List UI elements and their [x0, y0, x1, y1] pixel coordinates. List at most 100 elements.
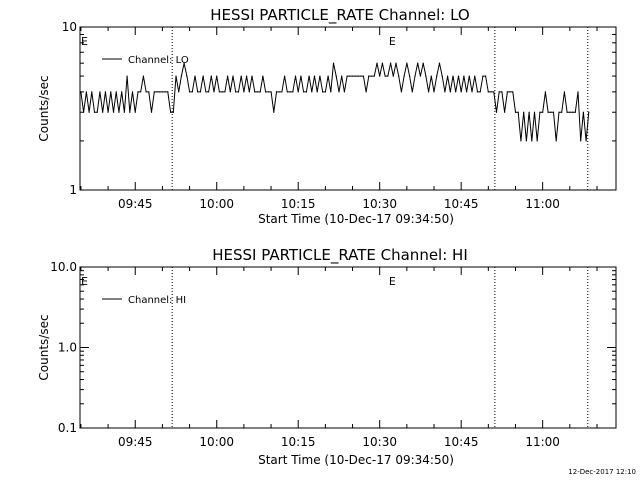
panel-1-data-point — [533, 111, 536, 113]
panel-1-data-point — [539, 111, 541, 113]
panel-1-data-point — [517, 111, 519, 113]
panel-1-data-point — [292, 91, 294, 93]
panel-1-data-point — [335, 75, 337, 77]
panel-2-y-tick-label: 0.1 — [58, 421, 77, 435]
panel-1-data-point — [384, 75, 386, 77]
panel-2-title: HESSI PARTICLE_RATE Channel: HI — [212, 246, 468, 265]
panel-1-data-point — [180, 75, 183, 77]
panel-1-data-point — [251, 75, 253, 77]
panel-1-data-point — [389, 62, 392, 64]
panel-1-data-point — [506, 91, 508, 93]
panel-2-legend-label: Channel: HI — [128, 295, 186, 306]
panel-1-data-point — [316, 91, 318, 93]
panel-1-data-point — [360, 75, 362, 77]
panel-1-data-point — [411, 91, 413, 93]
panel-1-data-point — [178, 91, 180, 93]
panel-1-data-point — [346, 75, 348, 77]
panel-1-data-point — [444, 91, 446, 93]
panel-2-y-axis-label: Counts/sec — [37, 314, 51, 380]
panel-1-data-point — [463, 75, 465, 77]
panel-1-data-point — [569, 111, 571, 113]
panel-1-plot-frame — [79, 26, 617, 191]
panel-1-data-point — [303, 91, 305, 93]
panel-1-data-point — [270, 91, 272, 93]
panel-1-data-point — [229, 91, 231, 93]
panel-1-data-point — [216, 75, 218, 77]
panel-1-data-point — [455, 91, 457, 93]
panel-2-x-tick-label: 11:00 — [525, 435, 560, 449]
panel-1-y-tick-label: 1 — [69, 183, 77, 197]
panel-1-data-point — [351, 75, 354, 77]
panel-1-data-point — [126, 75, 128, 77]
panel-1-data-point — [131, 91, 134, 93]
panel-1-data-point — [512, 91, 514, 93]
panel-1-data-point — [514, 111, 517, 113]
panel-1-data-point — [83, 111, 85, 113]
panel-1-data-point — [199, 91, 202, 93]
panel-1-data-point — [471, 91, 473, 93]
panel-1-data-point — [248, 91, 250, 93]
panel-1-data-point — [574, 111, 576, 113]
panel-1-data-point — [129, 111, 131, 113]
panel-1-data-point — [368, 75, 370, 77]
panel-1-data-point — [284, 75, 286, 77]
panel-1-data-point — [311, 91, 313, 93]
panel-1-data-point — [156, 91, 158, 93]
panel-1-data-point — [235, 91, 237, 93]
panel-1-data-point — [482, 75, 484, 77]
panel-1-data-point — [447, 75, 449, 77]
panel-1-data-point — [305, 91, 307, 93]
panel-1-data-point — [107, 111, 109, 113]
panel-2-plot-frame — [79, 266, 617, 429]
panel-1-x-axis-label: Start Time (10-Dec-17 09:34:50) — [258, 212, 454, 226]
panel-1-data-point — [150, 111, 153, 113]
panel-1-data-point — [395, 62, 397, 64]
panel-1-data-point — [188, 91, 191, 93]
panel-1-data-point — [226, 75, 229, 77]
panel-1-data-point — [408, 75, 411, 77]
panel-1-data-point — [400, 91, 403, 93]
panel-1-data-point — [365, 91, 367, 93]
panel-1-data-point — [167, 91, 169, 93]
panel-1-data-point — [379, 75, 381, 77]
panel-1-data-point — [134, 111, 136, 113]
panel-1-data-point — [354, 75, 356, 77]
panel-1-data-point — [520, 140, 522, 142]
panel-1-data-point — [267, 91, 269, 93]
panel-1-data-point — [265, 91, 267, 93]
panel-1-data-point — [207, 91, 210, 93]
panel-1-data-point — [427, 91, 430, 93]
panel-1-data-point — [582, 111, 585, 113]
panel-1-series-line — [80, 63, 590, 141]
panel-1-data-point — [387, 75, 389, 77]
panel-1-data-point — [202, 75, 204, 77]
panel-1-data-point — [259, 91, 261, 93]
panel-1-data-point — [398, 75, 400, 77]
panel-1-data-point — [123, 111, 125, 113]
panel-1-data-point — [275, 91, 278, 93]
panel-1-data-point — [509, 91, 511, 93]
panel-1-x-tick-label: 10:00 — [199, 197, 234, 211]
panel-1-data-point — [523, 111, 525, 113]
panel-1-data-point — [85, 91, 87, 93]
panel-1-data-point — [452, 75, 454, 77]
panel-1-data-point — [169, 111, 172, 113]
panel-1-data-point — [362, 75, 365, 77]
panel-1-data-point — [441, 75, 443, 77]
panel-1-x-tick-label: 09:45 — [118, 197, 153, 211]
panel-1-data-point — [433, 91, 435, 93]
panel-1-data-point — [213, 91, 215, 93]
panel-1-data-point — [175, 75, 177, 77]
panel-1-data-point — [381, 62, 384, 64]
panel-1-data-point — [145, 91, 147, 93]
panel-1-data-point — [474, 75, 476, 77]
panel-1-data-point — [566, 111, 568, 113]
panel-1-x-tick-label: 10:45 — [444, 197, 479, 211]
panel-1-data-point — [468, 75, 470, 77]
panel-1-data-point — [327, 75, 329, 77]
panel-1-data-point — [414, 75, 416, 77]
panel-1-data-point — [479, 91, 481, 93]
panel-1-data-point — [466, 91, 468, 93]
panel-1-y-axis-label: Counts/sec — [37, 75, 51, 141]
panel-1-data-point — [493, 91, 495, 93]
